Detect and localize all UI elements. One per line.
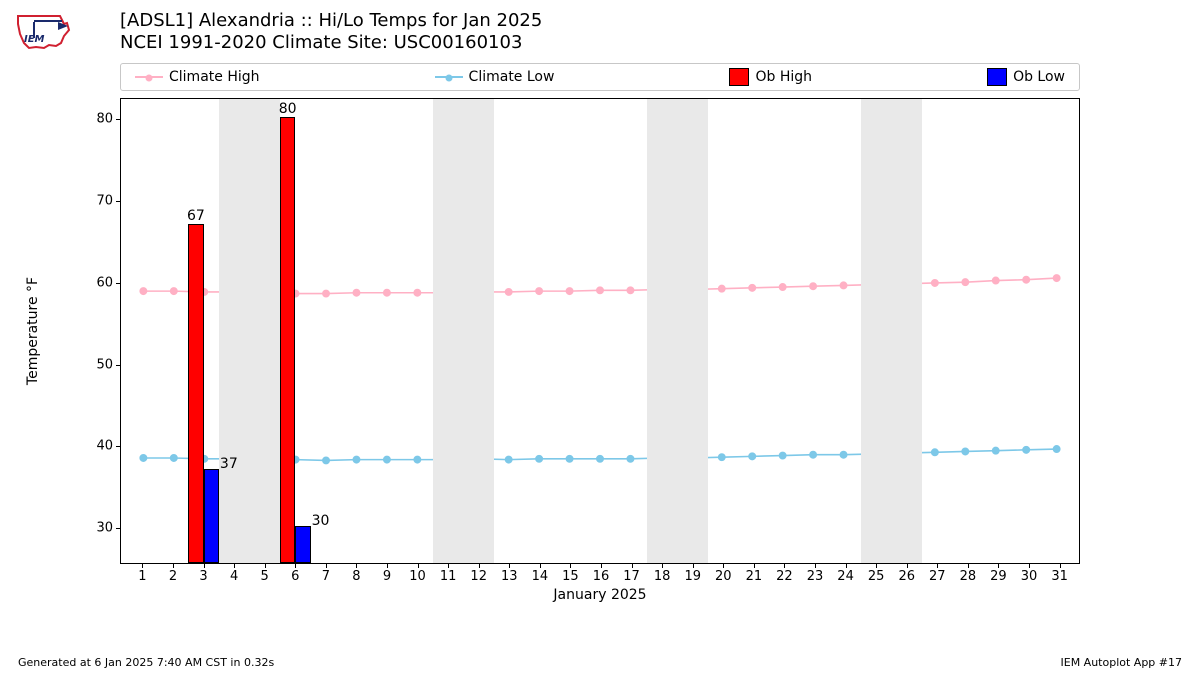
y-tick-label: 80 bbox=[96, 112, 113, 127]
x-tick-label: 31 bbox=[1051, 569, 1068, 584]
x-tick-label: 6 bbox=[291, 569, 299, 584]
x-tick-label: 17 bbox=[623, 569, 640, 584]
title-line-1: [ADSL1] Alexandria :: Hi/Lo Temps for Ja… bbox=[120, 10, 542, 32]
x-tick-label: 3 bbox=[199, 569, 207, 584]
ob-high-label: 80 bbox=[279, 101, 297, 117]
x-tick-label: 1 bbox=[138, 569, 146, 584]
ob-low-label: 37 bbox=[220, 456, 238, 472]
weekend-band bbox=[861, 99, 922, 563]
ob-high-bar bbox=[188, 224, 203, 563]
footer-app: IEM Autoplot App #17 bbox=[1061, 656, 1183, 669]
footer-generated: Generated at 6 Jan 2025 7:40 AM CST in 0… bbox=[18, 656, 274, 669]
x-tick-label: 9 bbox=[383, 569, 391, 584]
x-tick-label: 7 bbox=[322, 569, 330, 584]
ob-low-bar bbox=[295, 526, 310, 563]
svg-text:IEM: IEM bbox=[24, 34, 45, 45]
x-tick-label: 2 bbox=[169, 569, 177, 584]
y-tick-label: 60 bbox=[96, 275, 113, 290]
x-tick-label: 15 bbox=[562, 569, 579, 584]
x-tick-label: 16 bbox=[593, 569, 610, 584]
iem-logo: IEM bbox=[14, 10, 74, 52]
weekend-band bbox=[647, 99, 708, 563]
x-tick-label: 5 bbox=[261, 569, 269, 584]
ob-high-bar bbox=[280, 117, 295, 563]
x-tick-label: 28 bbox=[960, 569, 977, 584]
x-tick-label: 21 bbox=[746, 569, 763, 584]
title-line-2: NCEI 1991-2020 Climate Site: USC00160103 bbox=[120, 32, 542, 54]
x-tick-label: 11 bbox=[440, 569, 457, 584]
x-tick-label: 22 bbox=[776, 569, 793, 584]
x-tick-label: 24 bbox=[837, 569, 854, 584]
x-tick-label: 23 bbox=[807, 569, 824, 584]
plot-area: Temperature °F January 2025 304050607080… bbox=[120, 98, 1080, 564]
x-tick-label: 26 bbox=[898, 569, 915, 584]
x-tick-label: 19 bbox=[684, 569, 701, 584]
x-tick-label: 10 bbox=[409, 569, 426, 584]
x-tick-label: 14 bbox=[532, 569, 549, 584]
weekend-band bbox=[433, 99, 494, 563]
x-tick-label: 20 bbox=[715, 569, 732, 584]
y-tick-label: 50 bbox=[96, 357, 113, 372]
y-tick-label: 40 bbox=[96, 439, 113, 454]
x-tick-label: 29 bbox=[990, 569, 1007, 584]
x-axis-label: January 2025 bbox=[553, 587, 646, 603]
x-tick-label: 12 bbox=[470, 569, 487, 584]
chart: Temperature °F January 2025 304050607080… bbox=[50, 58, 1150, 628]
ob-low-bar bbox=[204, 469, 219, 563]
ob-low-label: 30 bbox=[312, 513, 330, 529]
y-tick-label: 30 bbox=[96, 521, 113, 536]
x-tick-label: 25 bbox=[868, 569, 885, 584]
x-tick-label: 18 bbox=[654, 569, 671, 584]
x-tick-label: 13 bbox=[501, 569, 518, 584]
x-tick-label: 4 bbox=[230, 569, 238, 584]
x-tick-label: 30 bbox=[1021, 569, 1038, 584]
y-tick-label: 70 bbox=[96, 194, 113, 209]
chart-title: [ADSL1] Alexandria :: Hi/Lo Temps for Ja… bbox=[120, 10, 542, 54]
y-axis-label: Temperature °F bbox=[25, 277, 41, 385]
x-tick-label: 8 bbox=[352, 569, 360, 584]
x-tick-label: 27 bbox=[929, 569, 946, 584]
weekend-band bbox=[219, 99, 280, 563]
ob-high-label: 67 bbox=[187, 208, 205, 224]
